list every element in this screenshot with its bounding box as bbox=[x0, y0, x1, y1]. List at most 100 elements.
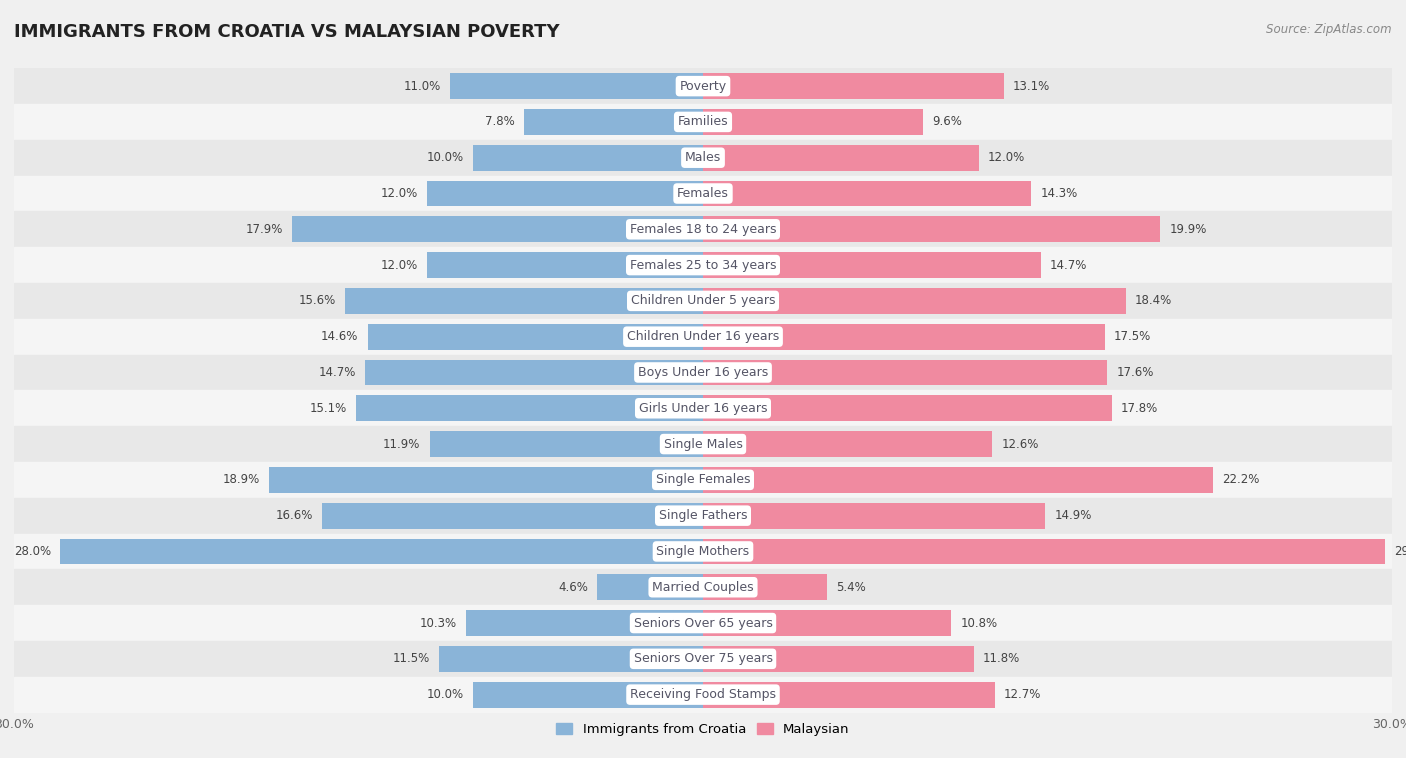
Text: 15.1%: 15.1% bbox=[309, 402, 347, 415]
Bar bbox=[703, 467, 1213, 493]
Text: 22.2%: 22.2% bbox=[1222, 473, 1260, 487]
Text: 14.9%: 14.9% bbox=[1054, 509, 1091, 522]
Text: 12.0%: 12.0% bbox=[381, 187, 418, 200]
Text: 19.9%: 19.9% bbox=[1170, 223, 1206, 236]
Text: 11.9%: 11.9% bbox=[384, 437, 420, 450]
Bar bbox=[703, 575, 827, 600]
Bar bbox=[427, 180, 703, 206]
Bar bbox=[450, 74, 703, 99]
Bar bbox=[427, 252, 703, 278]
Text: 18.4%: 18.4% bbox=[1135, 294, 1173, 308]
Bar bbox=[703, 503, 1045, 528]
Bar bbox=[14, 104, 1392, 139]
Bar bbox=[474, 681, 703, 707]
Bar bbox=[430, 431, 703, 457]
Bar bbox=[14, 68, 1392, 104]
Bar bbox=[703, 431, 993, 457]
Bar bbox=[356, 396, 703, 421]
Text: Children Under 16 years: Children Under 16 years bbox=[627, 330, 779, 343]
Bar bbox=[703, 681, 994, 707]
Text: 17.6%: 17.6% bbox=[1116, 366, 1154, 379]
Bar bbox=[292, 217, 703, 243]
Text: 14.7%: 14.7% bbox=[1050, 258, 1087, 271]
Text: 12.0%: 12.0% bbox=[988, 151, 1025, 164]
Text: 18.9%: 18.9% bbox=[222, 473, 260, 487]
Text: 11.5%: 11.5% bbox=[392, 653, 430, 666]
Text: Single Fathers: Single Fathers bbox=[659, 509, 747, 522]
Bar bbox=[14, 534, 1392, 569]
Bar bbox=[14, 211, 1392, 247]
Bar bbox=[703, 324, 1105, 349]
Legend: Immigrants from Croatia, Malaysian: Immigrants from Croatia, Malaysian bbox=[551, 718, 855, 741]
Text: 14.3%: 14.3% bbox=[1040, 187, 1078, 200]
Bar bbox=[322, 503, 703, 528]
Text: Girls Under 16 years: Girls Under 16 years bbox=[638, 402, 768, 415]
Text: 16.6%: 16.6% bbox=[276, 509, 312, 522]
Text: 10.0%: 10.0% bbox=[427, 688, 464, 701]
Text: Source: ZipAtlas.com: Source: ZipAtlas.com bbox=[1267, 23, 1392, 36]
Bar bbox=[439, 646, 703, 672]
Text: 10.0%: 10.0% bbox=[427, 151, 464, 164]
Bar bbox=[703, 180, 1032, 206]
Text: 17.5%: 17.5% bbox=[1114, 330, 1152, 343]
Bar bbox=[14, 355, 1392, 390]
Text: 14.7%: 14.7% bbox=[319, 366, 356, 379]
Text: 13.1%: 13.1% bbox=[1012, 80, 1050, 92]
Bar bbox=[14, 677, 1392, 713]
Text: Females: Females bbox=[678, 187, 728, 200]
Bar bbox=[14, 569, 1392, 605]
Bar bbox=[14, 641, 1392, 677]
Bar bbox=[14, 498, 1392, 534]
Text: Females 25 to 34 years: Females 25 to 34 years bbox=[630, 258, 776, 271]
Bar bbox=[703, 252, 1040, 278]
Text: Poverty: Poverty bbox=[679, 80, 727, 92]
Bar bbox=[14, 283, 1392, 319]
Text: 12.0%: 12.0% bbox=[381, 258, 418, 271]
Text: Single Females: Single Females bbox=[655, 473, 751, 487]
Bar bbox=[703, 74, 1004, 99]
Bar bbox=[598, 575, 703, 600]
Bar bbox=[14, 462, 1392, 498]
Bar bbox=[14, 390, 1392, 426]
Text: 10.3%: 10.3% bbox=[420, 616, 457, 630]
Bar bbox=[368, 324, 703, 349]
Bar bbox=[703, 145, 979, 171]
Bar bbox=[14, 139, 1392, 176]
Text: Single Males: Single Males bbox=[664, 437, 742, 450]
Text: Boys Under 16 years: Boys Under 16 years bbox=[638, 366, 768, 379]
Text: Seniors Over 65 years: Seniors Over 65 years bbox=[634, 616, 772, 630]
Text: Seniors Over 75 years: Seniors Over 75 years bbox=[634, 653, 772, 666]
Bar bbox=[474, 145, 703, 171]
Bar bbox=[703, 109, 924, 135]
Bar bbox=[703, 539, 1385, 565]
Text: 29.7%: 29.7% bbox=[1395, 545, 1406, 558]
Text: IMMIGRANTS FROM CROATIA VS MALAYSIAN POVERTY: IMMIGRANTS FROM CROATIA VS MALAYSIAN POV… bbox=[14, 23, 560, 41]
Text: 10.8%: 10.8% bbox=[960, 616, 997, 630]
Bar bbox=[703, 288, 1126, 314]
Bar bbox=[344, 288, 703, 314]
Text: 14.6%: 14.6% bbox=[321, 330, 359, 343]
Text: 17.8%: 17.8% bbox=[1121, 402, 1159, 415]
Text: 12.6%: 12.6% bbox=[1001, 437, 1039, 450]
Text: 9.6%: 9.6% bbox=[932, 115, 963, 128]
Bar bbox=[703, 396, 1112, 421]
Text: 28.0%: 28.0% bbox=[14, 545, 51, 558]
Bar bbox=[703, 359, 1107, 385]
Text: 11.8%: 11.8% bbox=[983, 653, 1021, 666]
Text: 4.6%: 4.6% bbox=[558, 581, 588, 594]
Bar bbox=[703, 217, 1160, 243]
Text: 11.0%: 11.0% bbox=[404, 80, 441, 92]
Text: Receiving Food Stamps: Receiving Food Stamps bbox=[630, 688, 776, 701]
Text: 15.6%: 15.6% bbox=[298, 294, 336, 308]
Bar bbox=[14, 247, 1392, 283]
Bar bbox=[703, 646, 974, 672]
Text: Married Couples: Married Couples bbox=[652, 581, 754, 594]
Bar bbox=[14, 319, 1392, 355]
Text: Females 18 to 24 years: Females 18 to 24 years bbox=[630, 223, 776, 236]
Text: 5.4%: 5.4% bbox=[837, 581, 866, 594]
Bar bbox=[14, 426, 1392, 462]
Text: 12.7%: 12.7% bbox=[1004, 688, 1042, 701]
Bar bbox=[703, 610, 950, 636]
Bar bbox=[14, 605, 1392, 641]
Bar bbox=[14, 176, 1392, 211]
